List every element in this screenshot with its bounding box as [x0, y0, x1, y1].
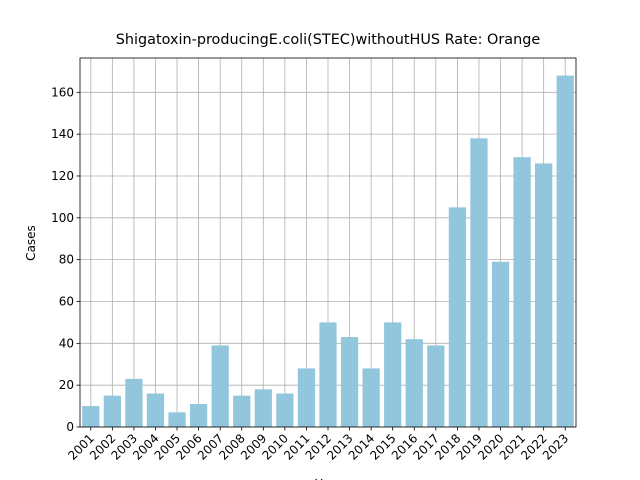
- bar: [276, 393, 294, 427]
- bar: [82, 406, 100, 427]
- bar: [556, 75, 574, 428]
- bar: [125, 378, 143, 427]
- bar: [340, 337, 359, 427]
- y-tick-label: 140: [51, 127, 74, 141]
- y-tick-label: 60: [59, 294, 74, 308]
- y-tick-label: 120: [51, 169, 74, 183]
- plot-frame: [79, 57, 577, 428]
- chart-title: Shigatoxin-producingE.coli(STEC)withoutH…: [116, 32, 541, 48]
- y-tick-label: 80: [59, 253, 74, 267]
- y-axis-label: Cases: [24, 225, 38, 261]
- bar: [513, 157, 531, 427]
- bar: [233, 395, 251, 427]
- bar: [189, 403, 208, 427]
- bar: [297, 368, 316, 427]
- bar: [254, 389, 272, 427]
- bar: [146, 393, 165, 427]
- y-tick-label: 20: [59, 378, 74, 392]
- bar: [427, 345, 445, 427]
- bar: [470, 138, 488, 427]
- bar: [535, 163, 553, 427]
- y-tick-label: 0: [66, 420, 74, 434]
- y-tick-label: 160: [51, 85, 74, 99]
- bar: [168, 412, 186, 427]
- bar: [362, 368, 380, 427]
- x-axis-label: Year: [314, 477, 340, 480]
- y-tick-label: 40: [59, 336, 74, 350]
- bar: [405, 339, 423, 427]
- bar: [384, 322, 402, 427]
- bar: [491, 261, 510, 427]
- bar: [319, 322, 337, 427]
- bar: [448, 207, 467, 427]
- bar: [211, 345, 229, 427]
- bar: [103, 395, 121, 427]
- y-tick-label: 100: [51, 211, 74, 225]
